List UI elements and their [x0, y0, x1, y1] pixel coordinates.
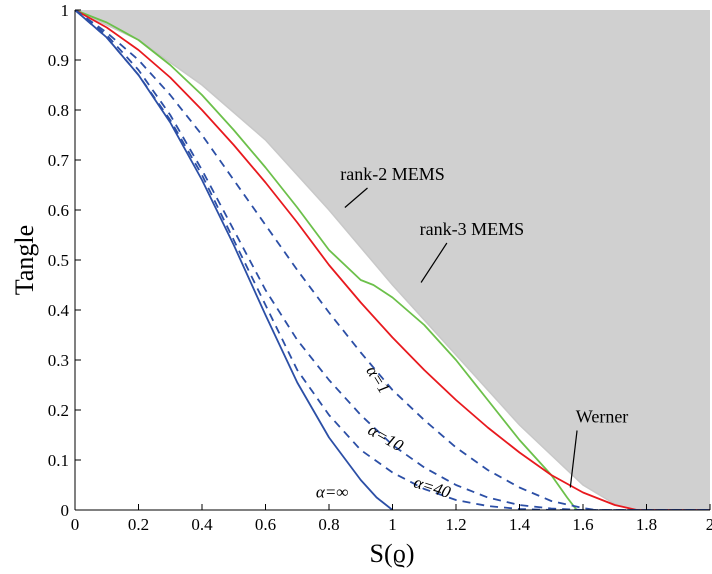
y-tick-label: 0.7 [48, 151, 70, 170]
y-tick-label: 0.6 [48, 201, 69, 220]
y-tick-label: 0.8 [48, 101, 69, 120]
y-axis-label: Tangle [10, 225, 39, 295]
rank-3-mems-boundary [75, 10, 635, 510]
axes-layer: 0 0.2 0.4 0.6 0.8 1 1.2 1.4 1.6 1.8 2 0 0.1 0.2 0.3 0.4… [48, 1, 712, 534]
x-tick-label: 0.6 [255, 515, 276, 534]
series-line-werner [75, 10, 710, 510]
series-line-alpha-10 [75, 10, 710, 510]
series-line-alpha-1 [75, 10, 710, 510]
series-line-rank-2-mems [75, 10, 578, 510]
x-tick-label: 1 [388, 515, 397, 534]
y-tick-label: 1 [61, 1, 70, 20]
mems-region-layer [75, 10, 710, 510]
mems-shaded-region [75, 10, 710, 510]
x-tick-label: 1.8 [636, 515, 657, 534]
x-tick-label: 1.2 [445, 515, 466, 534]
annotation-pointer-rank-3-mems [420, 242, 448, 283]
series-layer [75, 10, 710, 510]
annotation-pointer-rank-2-mems [344, 187, 368, 208]
y-tick-label: 0.9 [48, 51, 69, 70]
series-line-alpha-inf [75, 10, 394, 510]
x-tick-label: 0.2 [128, 515, 149, 534]
x-tick-label: 1.6 [572, 515, 593, 534]
x-tick-label: 2 [706, 515, 712, 534]
annotation-rank-3-mems: rank-3 MEMS [420, 219, 525, 239]
x-axis-label: S(ϱ) [369, 539, 414, 568]
annotation-pointer-werner [569, 430, 578, 488]
y-tick-label: 0.5 [48, 251, 69, 270]
y-tick-label: 0.1 [48, 451, 69, 470]
y-tick-label: 0.2 [48, 401, 69, 420]
x-tick-label: 0 [71, 515, 80, 534]
annotation-alpha-inf: α=∞ [316, 483, 349, 502]
x-tick-label: 1.4 [509, 515, 531, 534]
y-tick-label: 0.4 [48, 301, 70, 320]
x-tick-label: 0.8 [318, 515, 339, 534]
x-tick-label: 0.4 [191, 515, 213, 534]
y-tick-label: 0 [61, 501, 70, 520]
annotation-werner: Werner [576, 407, 629, 427]
annotation-rank-2-mems: rank-2 MEMS [340, 164, 445, 184]
series-line-alpha-40 [75, 10, 710, 510]
y-tick-label: 0.3 [48, 351, 69, 370]
